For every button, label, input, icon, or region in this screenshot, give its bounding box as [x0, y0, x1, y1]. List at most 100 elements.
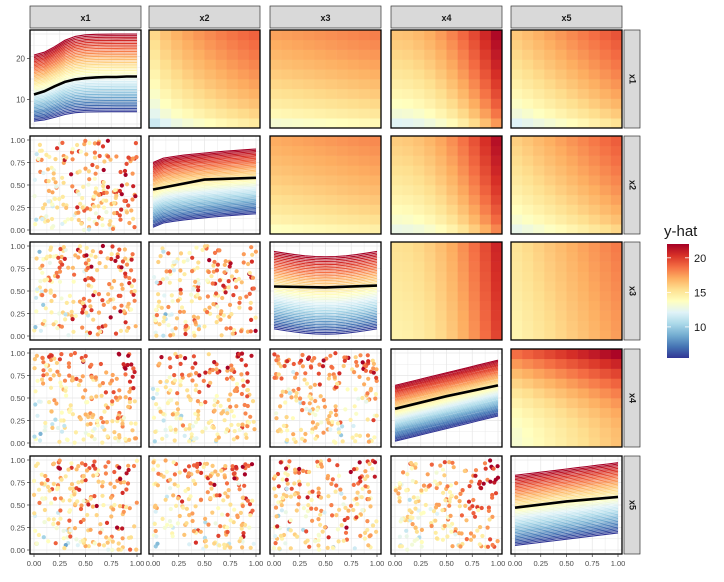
- heatmap-cell: [577, 330, 589, 341]
- heatmap-cell: [588, 437, 601, 448]
- heatmap-cell: [413, 214, 425, 225]
- x-tick-label: 1.00: [370, 559, 385, 568]
- scatter-point: [94, 221, 99, 227]
- heatmap-cell: [566, 175, 578, 186]
- scatter-point: [129, 307, 134, 312]
- heatmap-cell: [533, 261, 545, 272]
- scatter-point: [81, 517, 86, 523]
- scatter-point: [116, 541, 121, 546]
- scatter-point: [34, 353, 40, 358]
- scatter-point: [307, 544, 312, 549]
- scatter-point: [93, 375, 98, 380]
- scatter-point: [74, 467, 79, 472]
- heatmap-cell: [347, 30, 360, 41]
- heatmap-cell: [610, 261, 623, 272]
- scatter-point: [123, 436, 128, 442]
- panel-border: [510, 241, 623, 341]
- ice-line: [394, 359, 499, 386]
- scatter-point: [318, 512, 323, 517]
- scatter-point: [39, 481, 44, 486]
- scatter-point: [435, 511, 440, 516]
- heatmap-cell: [292, 108, 304, 119]
- scatter-point: [306, 503, 311, 508]
- ice-line: [273, 260, 378, 267]
- heatmap-cell: [413, 224, 425, 235]
- scatter-point: [210, 463, 215, 468]
- heatmap-cell: [457, 88, 469, 99]
- ice-line: [152, 197, 257, 212]
- scatter-point: [84, 468, 90, 473]
- heatmap-cell: [182, 108, 194, 119]
- heatmap-cell: [248, 88, 261, 99]
- scatter-point: [156, 471, 161, 476]
- heatmap-cell: [566, 108, 578, 119]
- scatter-point: [168, 365, 173, 370]
- scatter-point: [125, 481, 131, 486]
- scatter-point: [92, 426, 97, 431]
- ice-line: [273, 307, 378, 315]
- scatter-point: [471, 534, 477, 539]
- scatter-point: [365, 391, 370, 396]
- heatmap-cell: [457, 204, 469, 215]
- heatmap-cell: [511, 79, 523, 90]
- scatter-point: [273, 494, 278, 499]
- heatmap-cell: [544, 368, 556, 379]
- scatter-point: [89, 375, 94, 380]
- scatter-point: [48, 247, 53, 252]
- scatter-point: [48, 368, 53, 373]
- scatter-point: [301, 527, 306, 532]
- scatter-point: [284, 477, 289, 482]
- scatter-point: [119, 265, 124, 270]
- heatmap-cell: [435, 39, 447, 50]
- scatter-point: [243, 462, 248, 467]
- heatmap-cell: [424, 242, 436, 253]
- scatter-point: [180, 372, 185, 377]
- heatmap-cell: [468, 88, 481, 99]
- scatter-point: [129, 362, 134, 367]
- scatter-point: [205, 294, 210, 299]
- ice-line: [33, 98, 137, 111]
- heatmap-cell: [347, 224, 360, 235]
- scatter-point: [397, 534, 402, 539]
- scatter-point: [245, 394, 250, 399]
- scatter-point: [129, 257, 134, 262]
- scatter-point: [191, 354, 196, 359]
- scatter-point: [253, 328, 258, 333]
- heatmap-cell: [479, 69, 492, 80]
- scatter-point: [423, 502, 428, 508]
- heatmap-cell: [248, 39, 261, 50]
- heatmap-cell: [226, 39, 239, 50]
- scatter-point: [55, 425, 61, 431]
- scatter-point: [298, 427, 304, 432]
- scatter-point: [98, 250, 103, 255]
- scatter-point: [108, 481, 113, 486]
- heatmap-cell: [336, 155, 348, 166]
- ice-line: [394, 407, 499, 434]
- heatmap-cell: [270, 108, 282, 119]
- heatmap-cell: [588, 204, 601, 215]
- ice-line: [152, 192, 257, 207]
- scatter-point: [273, 541, 278, 546]
- heatmap-cell: [292, 49, 304, 60]
- scatter-point: [321, 398, 326, 403]
- x-tick-label: 0.50: [318, 559, 333, 568]
- scatter-point: [285, 481, 290, 486]
- scatter-point: [161, 333, 166, 338]
- heatmap-cell: [610, 49, 623, 60]
- heatmap-cell: [413, 251, 425, 262]
- scatter-point: [374, 375, 379, 380]
- scatter-point: [293, 394, 299, 399]
- scatter-point: [413, 525, 418, 530]
- heatmap-cell: [468, 194, 481, 205]
- scatter-point: [217, 278, 222, 283]
- scatter-point: [472, 514, 478, 519]
- scatter-point: [172, 373, 177, 378]
- x-tick-label: 0.25: [292, 559, 307, 568]
- heatmap-cell: [314, 39, 326, 50]
- scatter-point: [81, 296, 86, 301]
- heatmap-cell: [533, 175, 545, 186]
- heatmap-cell: [577, 79, 589, 90]
- scatter-point: [70, 265, 75, 270]
- x-tick-label: 0.75: [585, 559, 600, 568]
